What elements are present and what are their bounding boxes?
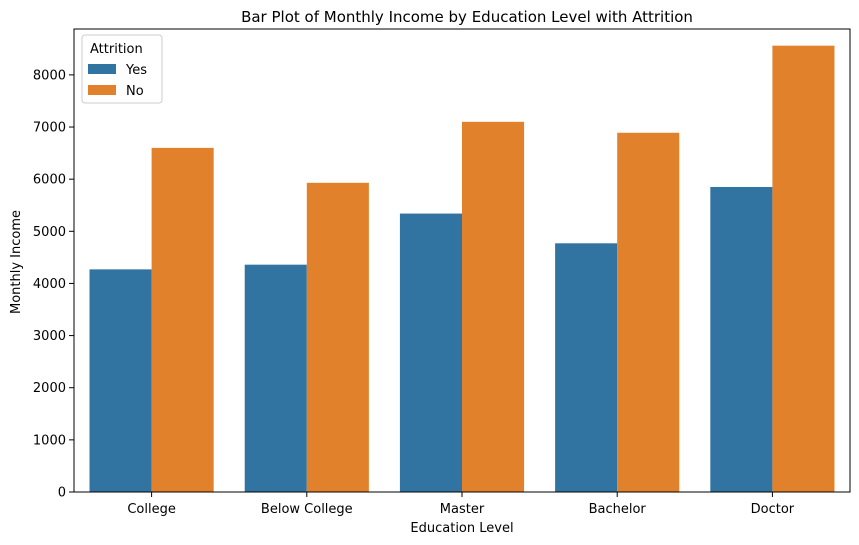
x-tick-label: Bachelor	[589, 502, 647, 517]
axes-frame	[73, 28, 851, 493]
x-tick-label: Master	[440, 502, 485, 517]
legend-entries: Yes No	[88, 63, 147, 99]
bar-yes-college	[89, 269, 152, 492]
y-tick-label: 0	[58, 486, 66, 501]
legend-label-no: No	[126, 84, 144, 99]
y-axis-label: Monthly Income	[9, 210, 24, 314]
y-tick-label: 6000	[33, 173, 66, 188]
bar-yes-below-college	[244, 264, 307, 492]
bar-yes-bachelor	[555, 243, 618, 492]
bar-no-below-college	[306, 182, 369, 492]
legend: Attrition Yes No	[81, 34, 163, 104]
bar-yes-doctor	[710, 186, 773, 493]
legend-title: Attrition	[90, 42, 143, 57]
x-tick-label: Below College	[261, 502, 353, 517]
plot-area: College Below College Master Bachelor Doctor…	[33, 28, 851, 517]
y-tick-label: 2000	[33, 381, 66, 396]
y-tick-label: 8000	[33, 68, 66, 83]
x-axis-label: Education Level	[410, 521, 513, 536]
bar-no-college	[151, 147, 214, 492]
legend-swatch-no	[88, 85, 116, 95]
x-tick-label: Doctor	[751, 502, 795, 517]
legend-swatch-yes	[88, 64, 116, 74]
x-tick-label: College	[127, 502, 176, 517]
y-tick-label: 3000	[33, 329, 66, 344]
chart-title: Bar Plot of Monthly Income by Education …	[241, 8, 693, 26]
y-tick-label: 7000	[33, 121, 66, 136]
bar-no-doctor	[772, 45, 835, 493]
y-tick-label: 4000	[33, 277, 66, 292]
bar-no-bachelor	[617, 132, 680, 492]
y-tick-label: 5000	[33, 225, 66, 240]
legend-label-yes: Yes	[125, 63, 147, 78]
bar-no-master	[462, 121, 525, 492]
y-tick-label: 1000	[33, 433, 66, 448]
bar-yes-master	[399, 213, 462, 492]
